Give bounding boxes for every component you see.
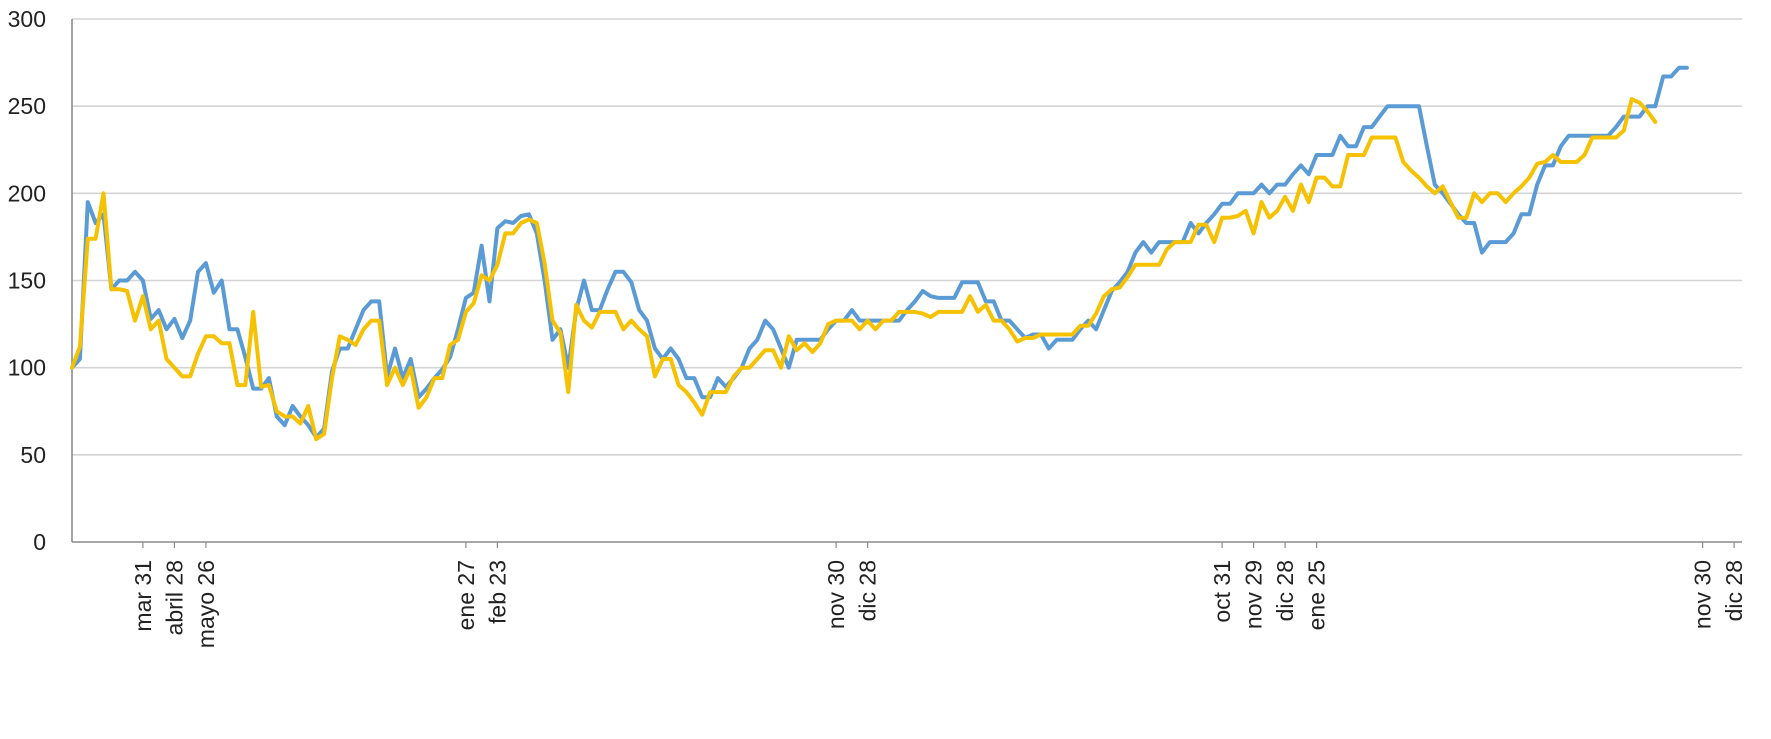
x-tick-label: abril 28 bbox=[161, 560, 187, 635]
y-tick-label: 0 bbox=[33, 529, 46, 555]
x-tick-label: nov 30 bbox=[1690, 560, 1716, 629]
series-line-1 bbox=[70, 65, 1689, 440]
x-tick-label: nov 30 bbox=[823, 560, 849, 629]
x-tick-label: dic 28 bbox=[1272, 560, 1298, 621]
x-tick-label: ene 25 bbox=[1304, 560, 1330, 630]
x-tick-label: nov 29 bbox=[1241, 560, 1267, 629]
y-tick-label: 50 bbox=[20, 442, 46, 468]
y-tick-label: 250 bbox=[8, 93, 46, 119]
x-tick-label: oct 31 bbox=[1209, 560, 1235, 623]
x-tick-label: mar 31 bbox=[130, 560, 156, 632]
y-tick-label: 300 bbox=[8, 6, 46, 32]
y-tick-label: 150 bbox=[8, 268, 46, 294]
y-axis: 0 50 100 150 200 250 300 bbox=[8, 6, 73, 555]
y-tick-label: 200 bbox=[8, 180, 46, 206]
x-tick-label: feb 23 bbox=[484, 560, 510, 624]
series-layer bbox=[70, 65, 1689, 442]
gridlines bbox=[72, 18, 1742, 456]
x-tick-label: mayo 26 bbox=[193, 560, 219, 648]
y-tick-label: 100 bbox=[8, 355, 46, 381]
series-line-2 bbox=[70, 97, 1658, 442]
x-axis: mar 31 abril 28 mayo 26 ene 27 feb 23 nov 30 d… bbox=[72, 541, 1747, 648]
x-tick-label: dic 28 bbox=[1721, 560, 1747, 621]
x-tick-label: dic 28 bbox=[855, 560, 881, 621]
x-tick-label: ene 27 bbox=[453, 560, 479, 630]
